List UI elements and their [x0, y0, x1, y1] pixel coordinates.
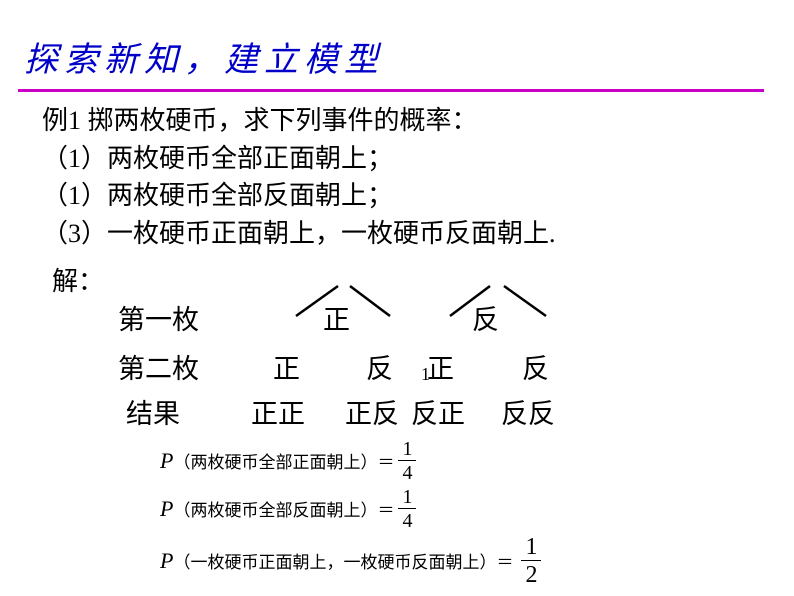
tree-row-3: 结果 正正 正反 反正 反反	[118, 392, 794, 431]
res-4: 反反	[501, 392, 555, 431]
p-letter-3: P	[160, 548, 173, 574]
problem-content: 例1 掷两枚硬币，求下列事件的概率： （1）两枚硬币全部正面朝上； （1）两枚硬…	[0, 92, 794, 253]
p-letter-2: P	[160, 496, 173, 522]
probability-section: P （两枚硬币全部正面朝上）＝ 1 4 P （两枚硬币全部反面朝上）＝ 1 4 …	[160, 439, 794, 587]
p1-desc: （两枚硬币全部正面朝上）＝	[173, 448, 394, 473]
example-line: 例1 掷两枚硬币，求下列事件的概率：	[42, 102, 794, 140]
tree-diagram	[260, 268, 600, 343]
p3-fraction: 1 2	[521, 535, 541, 587]
p1-den: 4	[402, 461, 412, 483]
item-2: （1）两枚硬币全部反面朝上；	[42, 177, 794, 215]
l2-v1: 正	[273, 347, 300, 386]
section-header: 探索新知，建立模型	[0, 0, 794, 89]
row1-label: 第一枚	[118, 298, 233, 337]
row2-label: 第二枚	[118, 347, 233, 386]
prob-line-3: P （一枚硬币正面朝上，一枚硬币反面朝上）＝ 1 2	[160, 535, 794, 587]
item-3: （3）一枚硬币正面朝上，一枚硬币反面朝上.	[42, 215, 794, 253]
row3-label: 结果	[126, 392, 241, 431]
p1-fraction: 1 4	[398, 439, 416, 483]
p3-den: 2	[525, 561, 537, 587]
tree-row-2: 第二枚 正 反 正 反	[118, 347, 794, 386]
header-title: 探索新知，建立模型	[24, 42, 384, 79]
l2-v4: 反	[522, 347, 549, 386]
res-3: 反正	[411, 392, 465, 431]
p2-den: 4	[402, 509, 412, 531]
p3-desc: （一枚硬币正面朝上，一枚硬币反面朝上）＝	[173, 548, 513, 573]
res-1: 正正	[251, 392, 305, 431]
p-letter-1: P	[160, 448, 173, 474]
p3-num: 1	[521, 535, 541, 561]
p2-desc: （两枚硬币全部反面朝上）＝	[173, 496, 394, 521]
prob-line-2: P （两枚硬币全部反面朝上）＝ 1 4	[160, 487, 794, 531]
l2-v3: 正	[427, 347, 454, 386]
p2-fraction: 1 4	[398, 487, 416, 531]
prob-line-1: P （两枚硬币全部正面朝上）＝ 1 4	[160, 439, 794, 483]
l2-v2: 反	[366, 347, 393, 386]
p1-num: 1	[398, 439, 416, 461]
stray-subscript: 1	[421, 364, 430, 385]
res-2: 正反	[345, 392, 399, 431]
p2-num: 1	[398, 487, 416, 509]
item-1: （1）两枚硬币全部正面朝上；	[42, 140, 794, 178]
